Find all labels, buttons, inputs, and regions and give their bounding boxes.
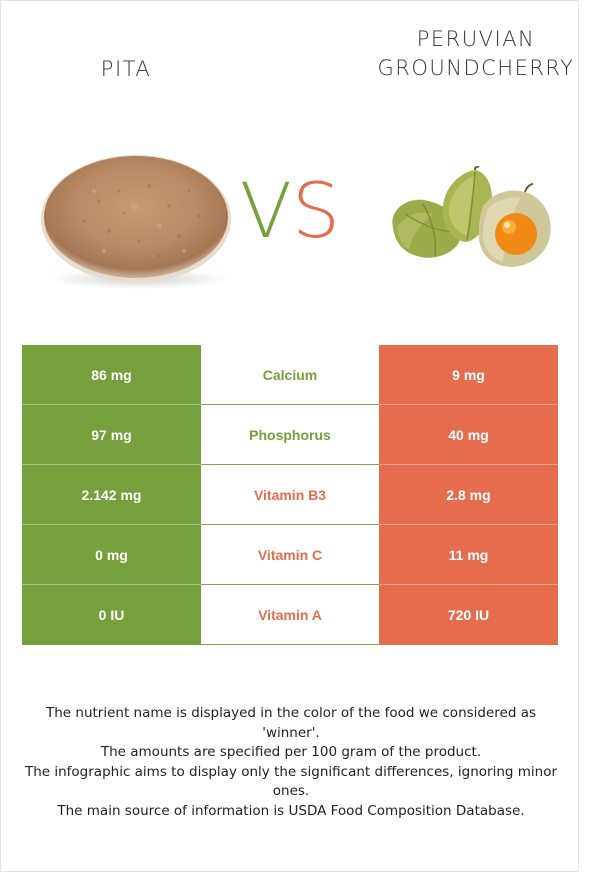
right-value-cell: 2.8 mg	[379, 465, 558, 525]
left-food-name: PITA	[100, 57, 152, 81]
nutrient-name-cell: Vitamin A	[201, 585, 379, 645]
nutrient-name-cell: Vitamin B3	[201, 465, 379, 525]
nutrient-name-cell: Calcium	[201, 345, 379, 405]
left-value-cell: 0 mg	[22, 525, 201, 585]
nutrient-name-cell: Phosphorus	[201, 405, 379, 465]
nutrient-name-cell: Vitamin C	[201, 525, 379, 585]
table-row: 0 mg Vitamin C 11 mg	[22, 525, 558, 585]
vs-s-letter: S	[291, 166, 341, 255]
groundcherry-fruit-image	[383, 165, 557, 272]
left-value-cell: 97 mg	[22, 405, 201, 465]
footer-notes: The nutrient name is displayed in the co…	[21, 704, 561, 821]
left-food-title: PITA	[41, 55, 211, 84]
pita-bread-image	[39, 151, 235, 291]
table-row: 0 IU Vitamin A 720 IU	[22, 585, 558, 645]
right-value-cell: 11 mg	[379, 525, 558, 585]
footer-note-significant-differences: The infographic aims to display only the…	[24, 763, 558, 800]
left-value-cell: 86 mg	[22, 345, 201, 405]
comparison-table: 86 mg Calcium 9 mg 97 mg Phosphorus 40 m…	[22, 345, 558, 645]
right-value-cell: 40 mg	[379, 405, 558, 465]
right-food-title: PERUVIAN GROUNDCHERRY	[363, 25, 589, 83]
right-food-name-line1: PERUVIAN	[416, 27, 536, 51]
table-row: 97 mg Phosphorus 40 mg	[22, 405, 558, 465]
footer-note-data-source: The main source of information is USDA F…	[57, 802, 525, 819]
footer-note-winner-color: The nutrient name is displayed in the co…	[45, 705, 537, 741]
right-value-cell: 720 IU	[379, 585, 558, 645]
right-food-name-line2: GROUNDCHERRY	[377, 56, 575, 80]
vs-v-letter: V	[239, 166, 292, 255]
left-value-cell: 0 IU	[22, 585, 201, 645]
footer-note-per-100g: The amounts are specified per 100 gram o…	[100, 744, 482, 760]
left-value-cell: 2.142 mg	[22, 465, 201, 525]
table-row: 2.142 mg Vitamin B3 2.8 mg	[22, 465, 558, 525]
table-row: 86 mg Calcium 9 mg	[22, 345, 558, 405]
right-value-cell: 9 mg	[379, 345, 558, 405]
